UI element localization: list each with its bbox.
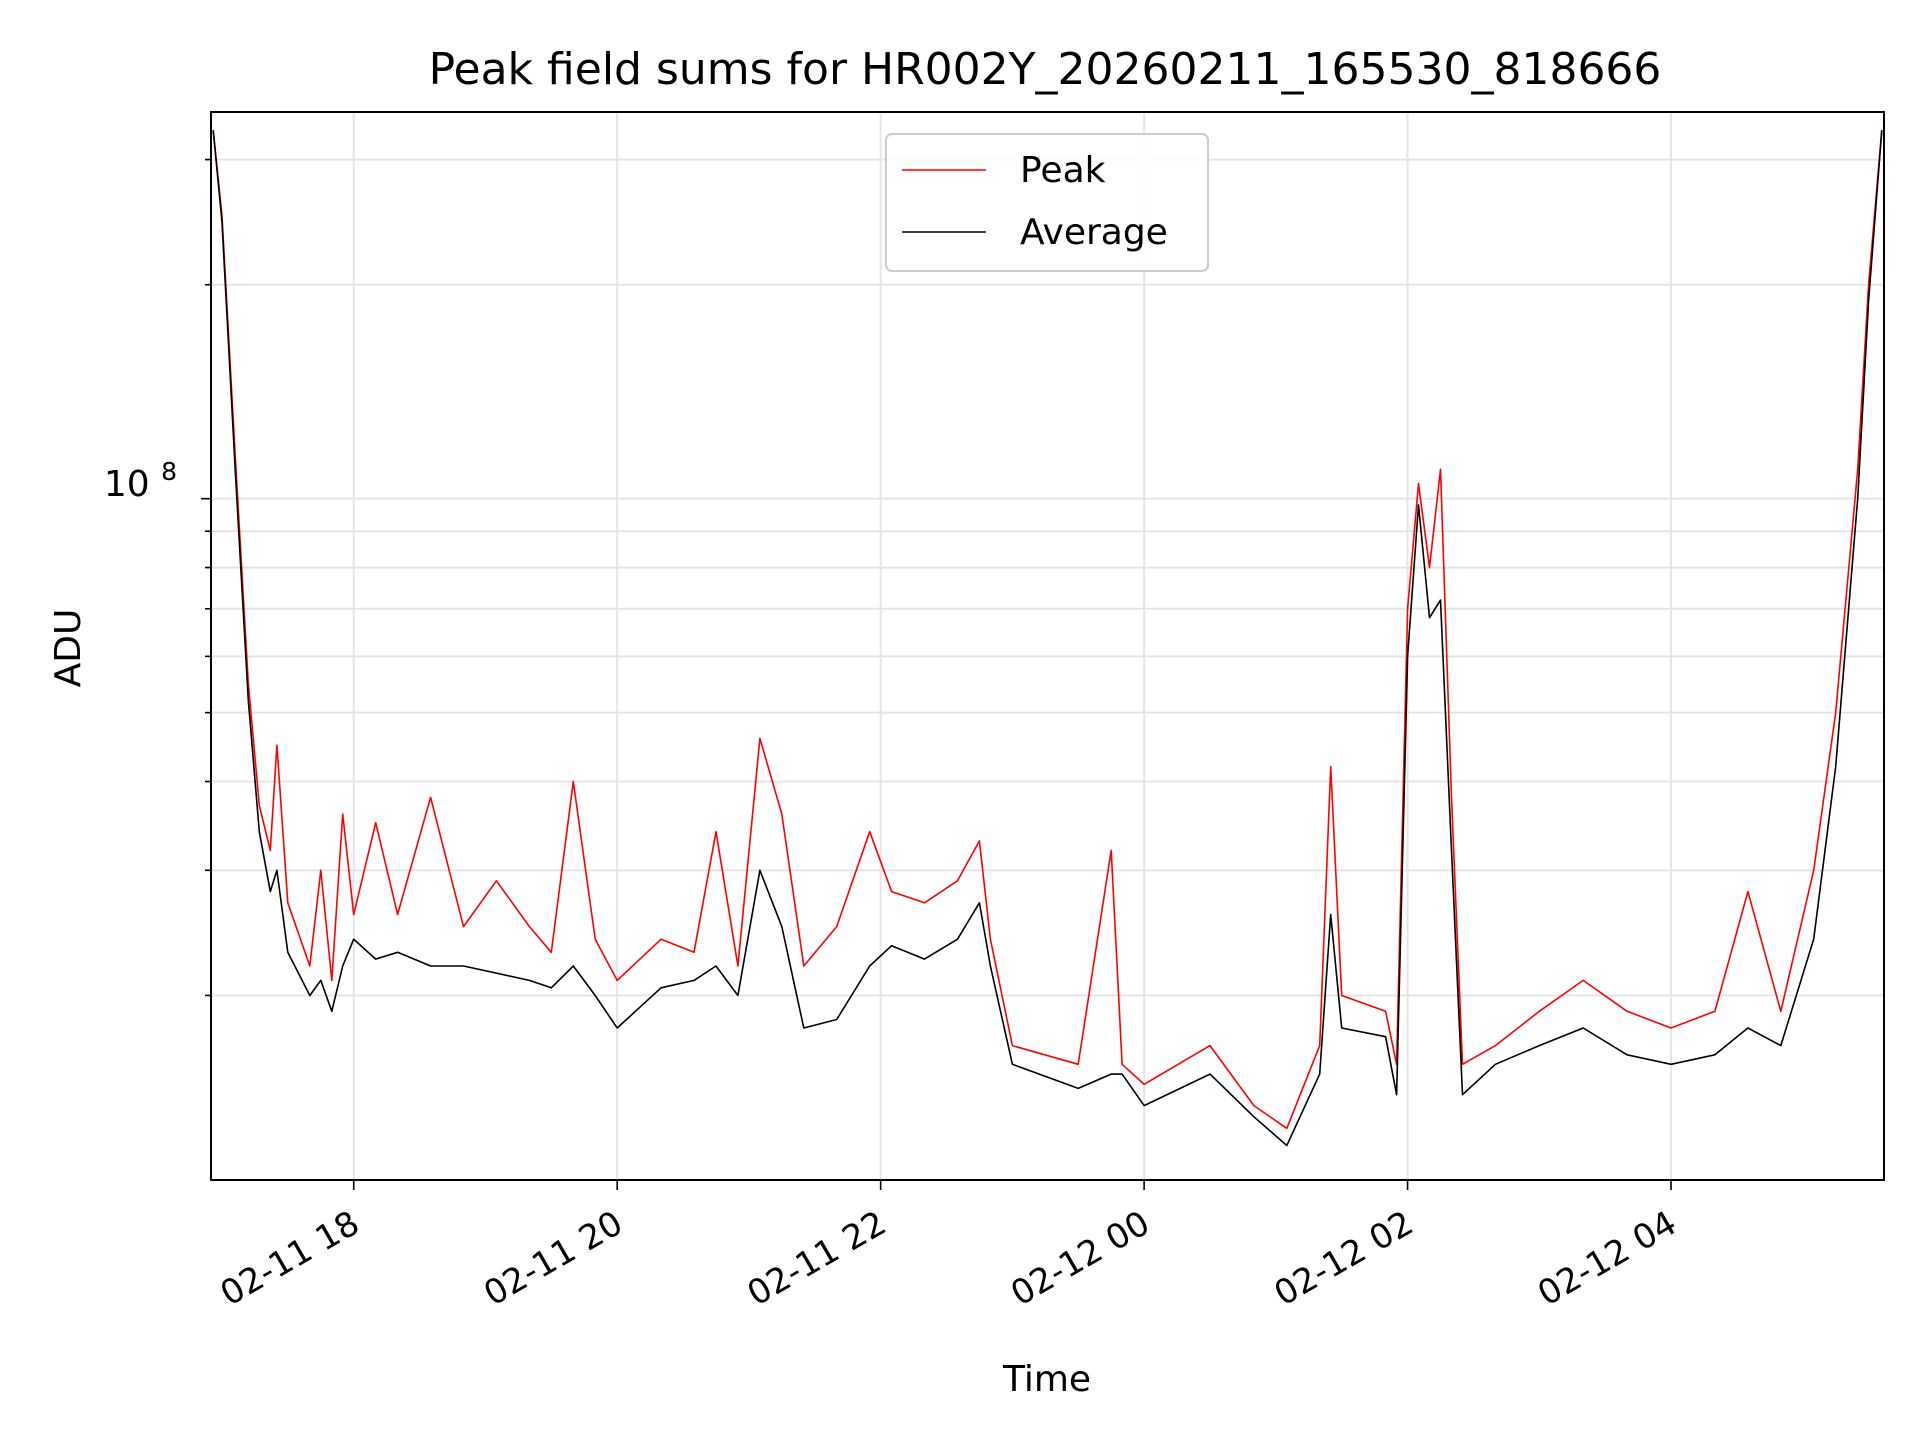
- series-lines: [212, 130, 1883, 1147]
- series-line-peak: [212, 130, 1883, 1130]
- y-axis-label: ADU: [48, 609, 89, 688]
- plot-frame: [210, 111, 1885, 1181]
- legend: Peak Average: [885, 133, 1209, 272]
- x-axis-label: Time: [1002, 1359, 1091, 1400]
- legend-label-peak: Peak: [1020, 150, 1106, 191]
- y-major-tick-exponent: 8: [161, 457, 177, 486]
- legend-box: [885, 133, 1209, 272]
- series-line-average: [212, 130, 1883, 1147]
- y-major-tick-label: 10 8: [104, 457, 177, 505]
- y-axis-ticks: [201, 158, 211, 997]
- chart-title: Peak field sums for HR002Y_20260211_1655…: [429, 44, 1662, 95]
- plot-background: [211, 112, 1884, 1180]
- y-major-tick-base: 10: [104, 464, 150, 505]
- plot-area: [210, 111, 1885, 1181]
- legend-label-average: Average: [1020, 212, 1168, 253]
